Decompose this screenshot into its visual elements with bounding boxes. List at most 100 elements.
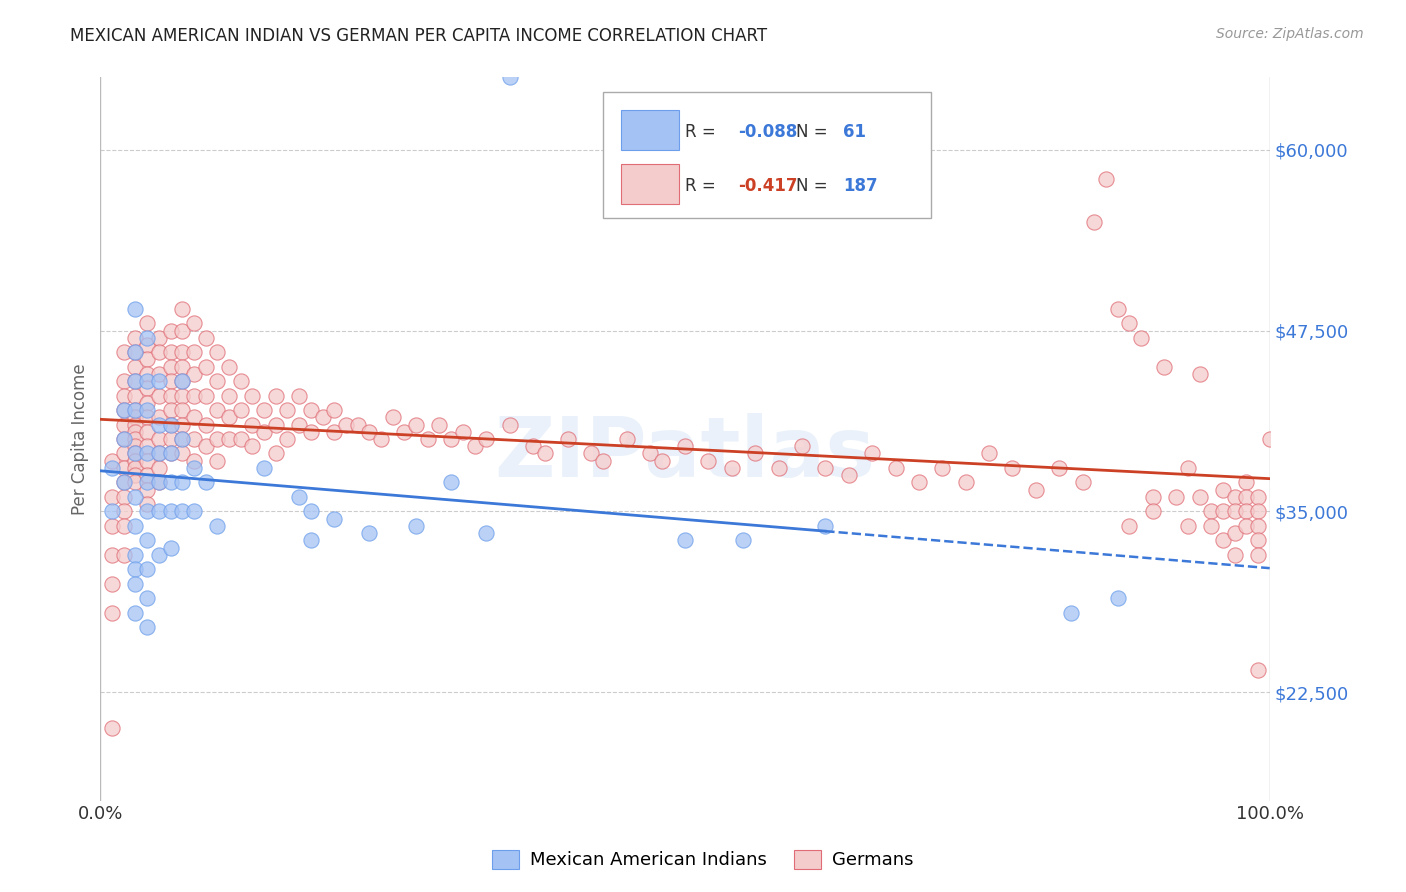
Point [124,446,146,460]
Point [1223,504,1246,518]
Point [240,389,263,403]
Point [183,454,205,468]
Point [159,389,181,403]
Point [522,439,544,453]
Point [101,576,124,591]
Point [1258,432,1281,446]
Point [159,432,181,446]
Point [101,606,124,620]
Point [381,410,404,425]
Point [1060,606,1083,620]
Point [1247,518,1270,533]
Point [159,417,181,432]
Text: N =: N = [796,123,832,141]
Point [288,417,311,432]
Point [1234,504,1257,518]
Point [148,417,170,432]
Point [207,374,229,388]
Point [908,475,931,490]
Point [112,417,135,432]
Point [148,345,170,359]
Text: N =: N = [796,177,832,195]
Point [172,446,194,460]
Point [183,316,205,330]
Point [136,331,159,345]
Point [172,389,194,403]
Point [124,439,146,453]
Point [136,454,159,468]
Point [136,562,159,576]
Point [124,331,146,345]
Point [229,403,252,417]
Point [112,475,135,490]
Point [299,504,322,518]
Text: ZIPatlas: ZIPatlas [495,413,876,494]
Point [172,432,194,446]
Point [101,548,124,562]
Point [159,541,181,555]
Point [744,446,766,460]
Point [136,620,159,634]
Point [136,374,159,388]
Point [955,475,977,490]
Point [124,475,146,490]
Point [112,374,135,388]
Point [1118,518,1140,533]
Point [394,425,416,439]
Point [1247,490,1270,504]
Point [207,454,229,468]
Point [207,403,229,417]
Point [159,475,181,490]
Point [148,432,170,446]
Point [101,518,124,533]
Point [136,410,159,425]
Point [148,461,170,475]
Point [183,410,205,425]
Point [264,446,287,460]
Point [1223,548,1246,562]
Point [124,359,146,374]
Point [768,461,790,475]
Point [124,606,146,620]
Point [240,417,263,432]
Point [451,425,474,439]
Point [1247,664,1270,678]
Point [172,374,194,388]
Text: -0.417: -0.417 [738,177,797,195]
Point [148,504,170,518]
Point [720,461,742,475]
Point [136,504,159,518]
Point [697,454,720,468]
Point [148,374,170,388]
Point [136,468,159,483]
Point [159,374,181,388]
Point [112,446,135,460]
Point [136,591,159,606]
Point [159,446,181,460]
Point [592,454,614,468]
Point [124,461,146,475]
Point [673,439,696,453]
Point [1153,359,1175,374]
Point [101,721,124,735]
Point [194,417,217,432]
Point [1247,533,1270,548]
Point [1107,591,1129,606]
Point [136,483,159,497]
Point [299,425,322,439]
Point [218,432,240,446]
Point [977,446,1000,460]
Point [124,403,146,417]
Point [124,468,146,483]
Point [136,396,159,410]
Point [276,403,298,417]
Point [112,548,135,562]
Point [159,403,181,417]
Point [124,374,146,388]
Point [288,490,311,504]
Point [207,432,229,446]
Point [136,446,159,460]
Point [136,338,159,352]
Point [194,331,217,345]
Point [1177,518,1199,533]
